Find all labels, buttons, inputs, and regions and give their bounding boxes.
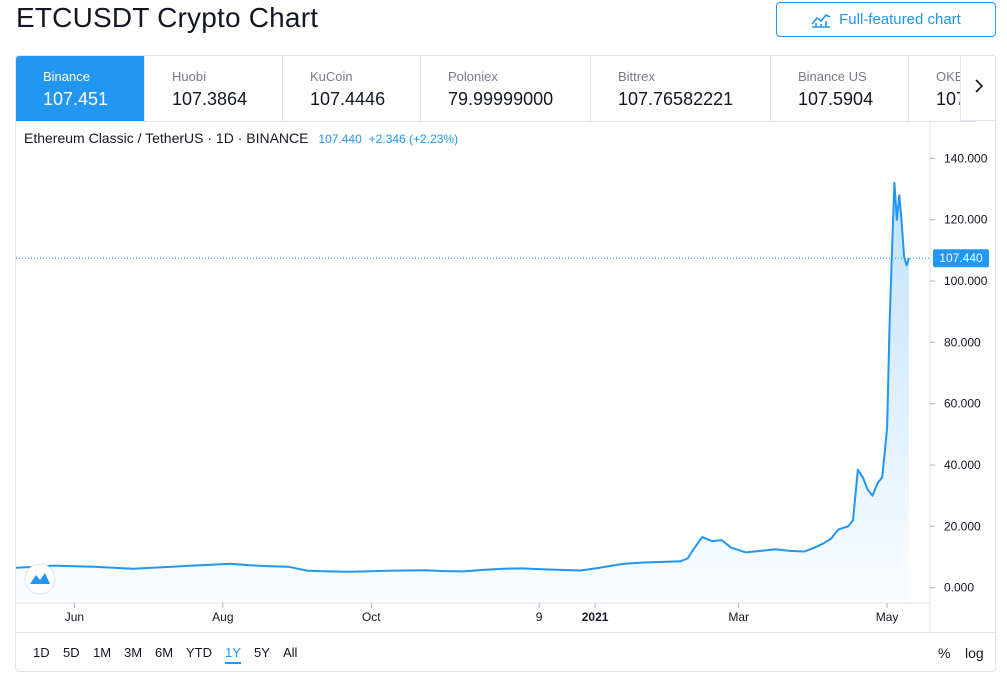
exchange-price: 107.5904 <box>798 89 874 109</box>
x-tick-label: Aug <box>212 610 233 624</box>
y-tick-label: 0.000 <box>944 581 974 595</box>
timeframe-1y[interactable]: 1Y <box>225 645 241 664</box>
exchange-name: Huobi <box>172 69 206 84</box>
exchange-price: 107.3864 <box>172 89 248 109</box>
exchange-name: Binance US <box>798 69 867 84</box>
exchange-price: 107.4446 <box>310 89 386 109</box>
tab-poloniex[interactable]: Poloniex 79.99999000 <box>421 56 591 121</box>
timeframe-5d[interactable]: 5D <box>63 645 80 660</box>
tab-binance[interactable]: Binance 107.451 <box>16 56 145 121</box>
log-scale-toggle[interactable]: log <box>965 645 984 661</box>
y-tick-label: 100.000 <box>944 274 988 288</box>
y-tick-label: 60.000 <box>944 397 981 411</box>
y-tick-label: 140.000 <box>944 151 988 165</box>
tradingview-logo-button[interactable] <box>24 563 56 595</box>
timeframe-5y[interactable]: 5Y <box>254 645 270 660</box>
x-tick-label: 9 <box>536 610 543 624</box>
price-line <box>16 181 910 573</box>
timeframe-1d[interactable]: 1D <box>33 645 50 660</box>
x-tick-label: 2021 <box>582 610 609 624</box>
timeframe-ytd[interactable]: YTD <box>186 645 212 660</box>
x-tick-label: Jun <box>65 610 84 624</box>
legend-change: +2.346 (+2.23%) <box>368 132 459 146</box>
exchange-tabs: Binance 107.451 Huobi 107.3864 KuCoin 10… <box>16 56 976 122</box>
exchange-name: Binance <box>43 69 90 84</box>
exchange-price: 107.451 <box>43 89 109 109</box>
full-featured-chart-label: Full-featured chart <box>839 11 961 28</box>
tabs-scroll-right-button[interactable] <box>960 56 995 121</box>
tab-huobi[interactable]: Huobi 107.3864 <box>145 56 283 121</box>
chart-widget: Binance 107.451 Huobi 107.3864 KuCoin 10… <box>15 55 996 672</box>
tab-bittrex[interactable]: Bittrex 107.76582221 <box>591 56 771 121</box>
exchange-name: Poloniex <box>448 69 498 84</box>
last-price-label: 107.440 <box>939 251 983 265</box>
price-axis: 0.000 20.000 40.000 60.000 80.000 100.000 120.… <box>930 151 988 595</box>
timeframe-6m[interactable]: 6M <box>155 645 174 660</box>
x-tick-label: Oct <box>362 610 381 624</box>
price-area-fill <box>16 182 909 603</box>
chart-legend: Ethereum Classic / TetherUS · 1D · BINAN… <box>24 130 458 146</box>
chevron-right-icon <box>973 78 985 99</box>
symbol-description: Ethereum Classic / TetherUS · 1D · BINAN… <box>24 130 309 146</box>
y-tick-label: 20.000 <box>944 519 981 533</box>
percent-scale-toggle[interactable]: % <box>938 645 951 661</box>
exchange-name: Bittrex <box>618 69 655 84</box>
tradingview-logo-icon <box>30 573 50 584</box>
timeframe-bar: 1D 5D 1M 3M 6M YTD 1Y 5Y All % log <box>16 632 995 671</box>
timeframe-3m[interactable]: 3M <box>124 645 143 660</box>
exchange-price: 107.76582221 <box>618 89 734 109</box>
y-tick-label: 120.000 <box>944 213 988 227</box>
exchange-name: KuCoin <box>310 69 353 84</box>
y-tick-label: 40.000 <box>944 458 981 472</box>
page-title: ETCUSDT Crypto Chart <box>16 2 319 33</box>
time-axis: Jun Aug Oct 9 2021 Mar May <box>65 603 899 624</box>
chart-line-icon <box>811 12 831 28</box>
last-price-badge: 107.440 <box>933 249 989 268</box>
tab-kucoin[interactable]: KuCoin 107.4446 <box>283 56 421 121</box>
price-chart[interactable]: 0.000 20.000 40.000 60.000 80.000 100.000 120.… <box>16 122 996 632</box>
tab-binance-us[interactable]: Binance US 107.5904 <box>771 56 909 121</box>
chart-area[interactable]: 0.000 20.000 40.000 60.000 80.000 100.000 120.… <box>16 122 996 632</box>
exchange-price: 79.99999000 <box>448 89 554 109</box>
exchange-price: 107 <box>936 89 967 109</box>
timeframe-1m[interactable]: 1M <box>93 645 112 660</box>
y-tick-label: 80.000 <box>944 335 981 349</box>
full-featured-chart-button[interactable]: Full-featured chart <box>776 2 996 37</box>
legend-last-price: 107.440 <box>318 132 362 146</box>
x-tick-label: Mar <box>728 610 749 624</box>
x-tick-label: May <box>876 610 899 624</box>
timeframe-all[interactable]: All <box>283 645 298 660</box>
